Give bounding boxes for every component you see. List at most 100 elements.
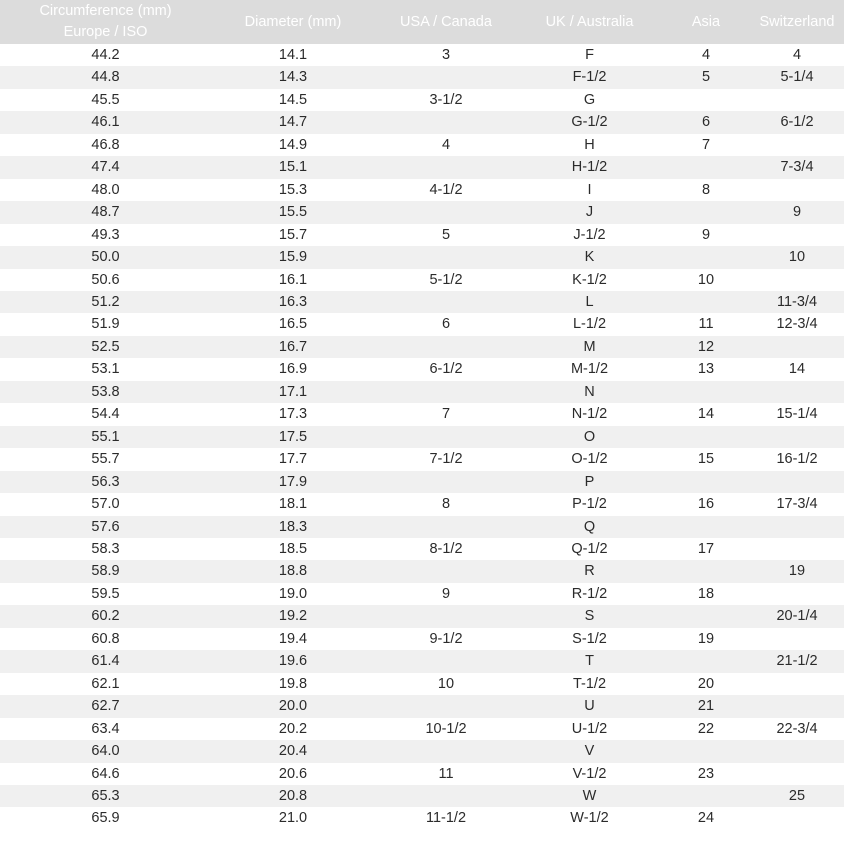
column-header-usa-canada-line1: USA / Canada [400,13,492,30]
cell-usa_canada [375,785,517,807]
table-row: 60.2 19.2 S 20-1/4 [0,605,844,628]
cell-usa_canada: 7 [441,406,451,423]
cell-circumference: 61.4 [91,653,120,670]
cell-circumference: 45.5 [91,91,120,108]
cell-asia [662,785,750,807]
cell-switzerland: 10 [788,249,806,266]
cell-uk_australia: M-1/2 [570,361,609,378]
table-row: 45.5 14.5 3-1/2 G [0,88,844,112]
table-row: 62.1 19.8 10 T-1/2 20 [0,672,844,696]
cell-switzerland [750,179,844,201]
cell-diameter: 15.1 [278,159,308,176]
column-header-diameter: Diameter (mm) [211,0,375,44]
cell-diameter: 19.4 [278,630,308,647]
cell-diameter: 18.1 [278,496,308,513]
table-row: 53.8 17.1 N [0,380,844,404]
cell-circumference: 48.7 [91,204,120,221]
cell-asia: 8 [701,181,711,198]
table-row: 44.8 14.3 F-1/2 5 5-1/4 [0,66,844,89]
cell-uk_australia: J [585,204,594,221]
cell-uk_australia: Q-1/2 [571,540,608,557]
table-row: 53.1 16.9 6-1/2 M-1/2 13 14 [0,358,844,381]
cell-uk_australia: R-1/2 [571,585,608,602]
cell-circumference: 44.2 [91,47,120,63]
table-row: 51.2 16.3 L 11-3/4 [0,290,844,314]
cell-usa_canada: 7-1/2 [429,451,463,468]
cell-circumference: 54.4 [91,406,120,423]
table-header-row: Circumference (mm) Europe / ISO Diameter… [0,0,844,44]
cell-usa_canada [375,66,517,88]
table-row: 56.3 17.9 P [0,470,844,494]
cell-asia: 24 [697,810,715,827]
cell-asia: 18 [697,585,715,602]
cell-circumference: 63.4 [91,720,120,737]
cell-circumference: 60.8 [91,630,120,647]
table-row: 64.6 20.6 11 V-1/2 23 [0,762,844,785]
cell-circumference: 65.9 [91,810,120,827]
cell-circumference: 60.2 [91,608,120,625]
cell-switzerland: 6-1/2 [780,114,814,131]
cell-diameter: 17.1 [278,383,308,400]
table-row: 51.9 16.5 6 L-1/2 11 12-3/4 [0,313,844,336]
column-header-switzerland: Switzerland [750,0,844,44]
cell-diameter: 18.8 [278,563,308,580]
cell-asia: 16 [697,496,715,513]
table-row: 63.4 20.2 10-1/2 U-1/2 22 22-3/4 [0,717,844,741]
cell-diameter: 14.1 [278,47,308,63]
cell-switzerland: 11-3/4 [776,293,818,310]
column-header-switzerland-line1: Switzerland [759,13,835,30]
cell-circumference: 62.7 [91,698,120,715]
cell-asia [662,516,750,538]
cell-switzerland [750,336,844,358]
table-row: 50.6 16.1 5-1/2 K-1/2 10 [0,268,844,291]
cell-uk_australia: V-1/2 [572,765,607,782]
cell-uk_australia: F [585,47,594,63]
cell-usa_canada [375,740,517,762]
table-row: 44.2 14.1 3 F 4 4 [0,44,844,67]
cell-usa_canada [375,336,517,358]
cell-switzerland: 21-1/2 [776,653,818,670]
cell-usa_canada: 3-1/2 [429,91,463,108]
cell-usa_canada [375,650,517,672]
cell-circumference: 46.1 [91,114,120,131]
cell-asia: 13 [697,361,715,378]
cell-asia [662,560,750,582]
cell-diameter: 17.7 [278,451,308,468]
cell-diameter: 20.0 [278,698,308,715]
cell-uk_australia: G [583,91,596,108]
cell-asia: 7 [701,136,711,153]
cell-asia: 21 [697,698,715,715]
cell-diameter: 16.3 [278,293,308,310]
cell-circumference: 51.2 [91,293,120,310]
cell-uk_australia: H [584,136,595,153]
cell-asia [662,650,750,672]
cell-asia [662,605,750,627]
cell-diameter: 19.6 [278,653,308,670]
cell-switzerland [750,583,844,605]
table-row: 62.7 20.0 U 21 [0,695,844,718]
cell-circumference: 57.0 [91,496,120,513]
cell-diameter: 17.9 [278,473,308,490]
cell-asia [662,291,750,313]
cell-asia: 11 [698,316,714,333]
cell-diameter: 14.7 [278,114,308,131]
table-row: 57.6 18.3 Q [0,515,844,538]
cell-asia: 14 [697,406,715,423]
cell-asia: 9 [701,226,711,243]
table-row: 54.4 17.3 7 N-1/2 14 15-1/4 [0,403,844,426]
cell-uk_australia: U [584,698,595,715]
cell-usa_canada [375,291,517,313]
cell-diameter: 16.5 [278,316,308,333]
cell-asia: 6 [701,114,711,131]
cell-switzerland: 9 [792,204,802,221]
cell-usa_canada [375,471,517,493]
cell-uk_australia: J-1/2 [573,226,606,243]
cell-uk_australia: U-1/2 [571,720,608,737]
cell-asia: 20 [697,675,715,692]
cell-uk_australia: O-1/2 [571,451,608,468]
cell-uk_australia: S [584,608,595,625]
cell-switzerland: 22-3/4 [776,720,818,737]
table-row: 55.1 17.5 O [0,425,844,449]
cell-diameter: 15.5 [278,204,308,221]
column-header-asia-line1: Asia [691,13,721,30]
